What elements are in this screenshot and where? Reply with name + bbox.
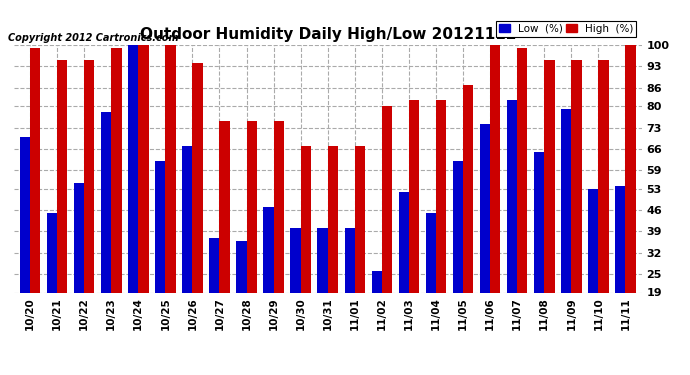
- Bar: [598, 60, 609, 351]
- Bar: [480, 124, 490, 351]
- Bar: [625, 45, 635, 351]
- Bar: [301, 146, 311, 351]
- Bar: [534, 152, 544, 351]
- Bar: [372, 271, 382, 351]
- Bar: [355, 146, 365, 351]
- Bar: [328, 146, 338, 351]
- Bar: [588, 189, 598, 351]
- Bar: [453, 161, 463, 351]
- Bar: [317, 228, 328, 351]
- Bar: [344, 228, 355, 351]
- Text: Copyright 2012 Cartronics.com: Copyright 2012 Cartronics.com: [8, 33, 178, 42]
- Bar: [507, 100, 518, 351]
- Bar: [436, 100, 446, 351]
- Bar: [463, 85, 473, 351]
- Bar: [101, 112, 111, 351]
- Bar: [138, 45, 148, 351]
- Bar: [30, 48, 40, 351]
- Bar: [426, 213, 436, 351]
- Bar: [518, 48, 527, 351]
- Bar: [571, 60, 582, 351]
- Bar: [615, 186, 625, 351]
- Bar: [166, 45, 176, 351]
- Bar: [193, 63, 203, 351]
- Bar: [20, 136, 30, 351]
- Bar: [128, 45, 138, 351]
- Legend: Low  (%), High  (%): Low (%), High (%): [496, 21, 636, 37]
- Bar: [57, 60, 68, 351]
- Bar: [264, 207, 274, 351]
- Bar: [246, 122, 257, 351]
- Bar: [544, 60, 555, 351]
- Bar: [84, 60, 95, 351]
- Bar: [155, 161, 166, 351]
- Title: Outdoor Humidity Daily High/Low 20121112: Outdoor Humidity Daily High/Low 20121112: [139, 27, 516, 42]
- Bar: [561, 109, 571, 351]
- Bar: [236, 240, 246, 351]
- Bar: [399, 192, 409, 351]
- Bar: [182, 146, 193, 351]
- Bar: [47, 213, 57, 351]
- Bar: [111, 48, 121, 351]
- Bar: [290, 228, 301, 351]
- Bar: [382, 106, 392, 351]
- Bar: [74, 183, 84, 351]
- Bar: [209, 237, 219, 351]
- Bar: [274, 122, 284, 351]
- Bar: [409, 100, 420, 351]
- Bar: [219, 122, 230, 351]
- Bar: [490, 45, 500, 351]
